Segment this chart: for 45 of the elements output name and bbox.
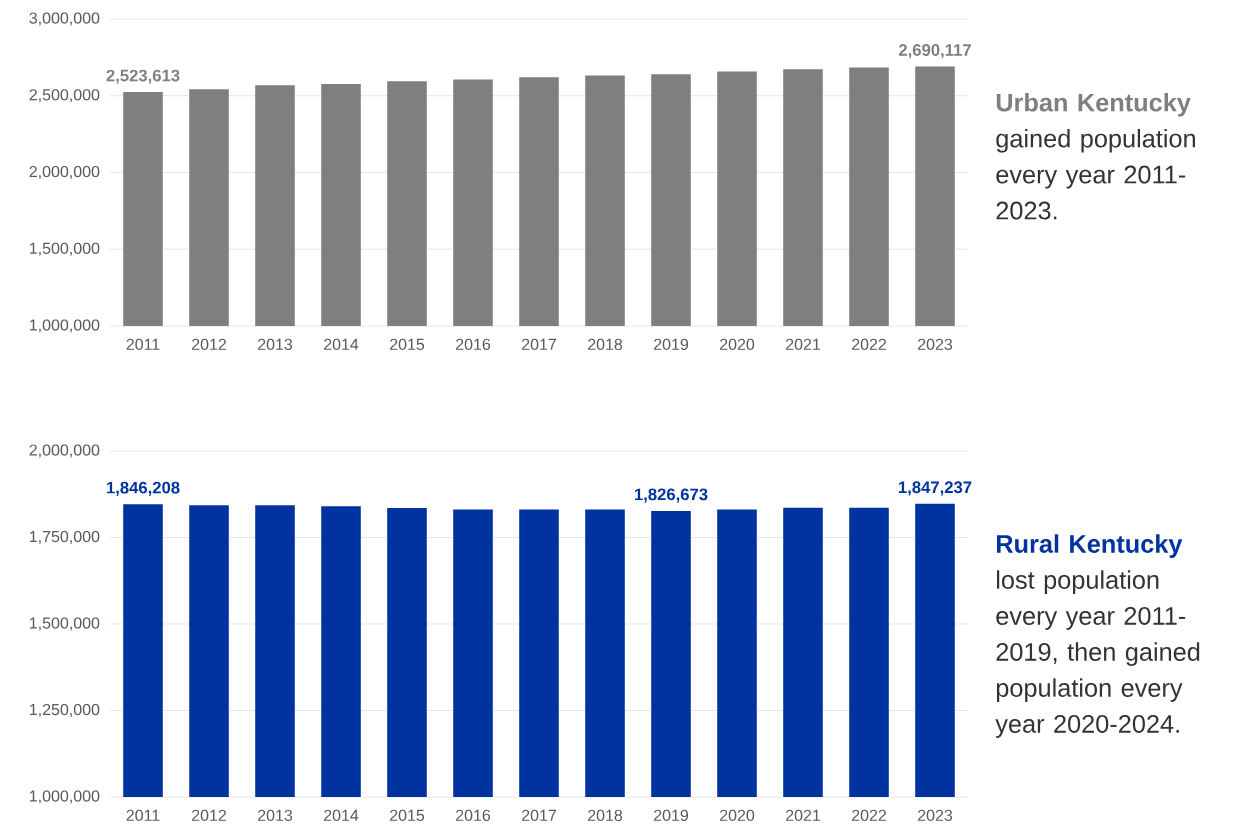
- data-label: 2,690,117: [898, 44, 971, 59]
- x-tick-label: 2011: [126, 809, 160, 822]
- y-tick-label: 2,000,000: [29, 165, 100, 180]
- text: Urban Kentucky: [996, 92, 1191, 117]
- y-tick-label: 2,000,000: [29, 444, 100, 458]
- text: Rural Kentucky: [996, 534, 1183, 558]
- data-label: 1,826,673: [634, 488, 708, 503]
- x-tick-label: 2022: [852, 809, 886, 822]
- x-tick-label: 2012: [192, 809, 226, 822]
- x-tick-label: 2011: [126, 338, 160, 351]
- data-label: 2,523,613: [106, 69, 180, 84]
- x-tick-label: 2018: [588, 809, 623, 822]
- y-tick-label: 2,500,000: [29, 89, 100, 103]
- x-tick-label: 2018: [588, 338, 623, 351]
- y-tick-label: 1,750,000: [30, 530, 100, 545]
- y-tick-label: 3,000,000: [29, 12, 100, 26]
- y-tick-label: 1,500,000: [30, 617, 100, 631]
- text: gained population every year 2011-2023.: [996, 128, 1195, 220]
- x-tick-label: 2019: [654, 338, 689, 351]
- x-tick-label: 2017: [522, 338, 556, 351]
- y-tick-label: 1,500,000: [30, 242, 100, 256]
- x-tick-label: 2014: [324, 338, 359, 351]
- x-tick-label: 2012: [192, 338, 226, 351]
- x-tick-label: 2016: [456, 809, 491, 822]
- y-tick-label: 1,250,000: [30, 703, 100, 718]
- x-tick-label: 2020: [720, 809, 755, 822]
- x-tick-label: 2021: [786, 809, 821, 822]
- x-tick-label: 2017: [522, 809, 556, 822]
- text: lost population every year 2011-2019, then gained population every year 2020-2024.: [995, 570, 1200, 738]
- x-tick-label: 2023: [918, 338, 953, 351]
- x-tick-label: 2013: [258, 338, 293, 351]
- x-tick-label: 2022: [852, 338, 886, 351]
- x-tick-label: 2016: [456, 338, 491, 351]
- x-tick-label: 2015: [390, 338, 425, 351]
- x-tick-label: 2013: [258, 809, 293, 822]
- x-tick-label: 2020: [720, 338, 755, 351]
- data-label: 1,847,237: [898, 481, 972, 496]
- x-tick-label: 2015: [390, 809, 425, 822]
- data-label: 1,846,208: [106, 481, 180, 496]
- x-tick-label: 2023: [918, 809, 953, 822]
- x-tick-label: 2014: [324, 809, 359, 822]
- y-tick-label: 1,000,000: [30, 319, 100, 333]
- x-tick-label: 2021: [786, 338, 821, 351]
- y-tick-label: 1,000,000: [30, 790, 100, 804]
- x-tick-label: 2019: [654, 809, 689, 822]
